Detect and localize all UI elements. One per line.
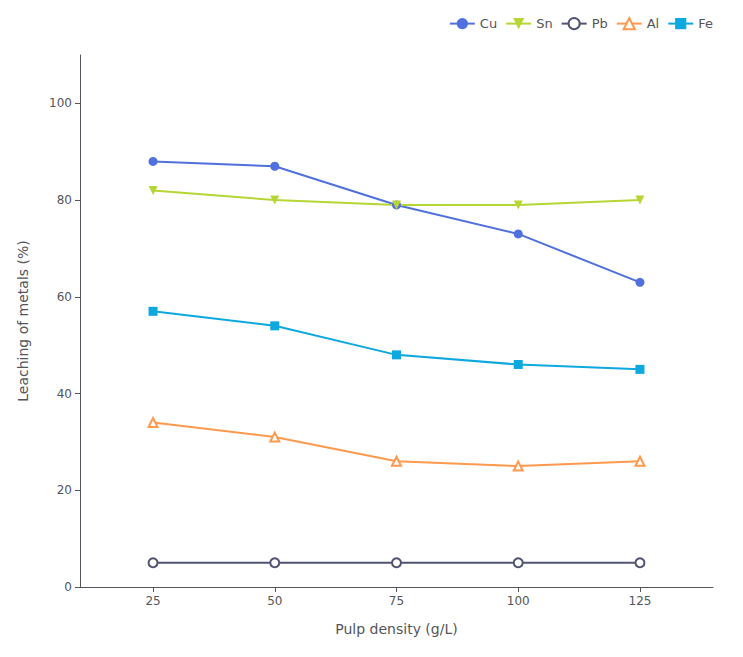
svg-text:0: 0 [64,580,72,594]
svg-text:Cu: Cu [480,16,497,31]
svg-text:Pulp density (g/L): Pulp density (g/L) [335,621,457,637]
svg-text:75: 75 [389,594,404,608]
svg-text:40: 40 [57,387,72,401]
svg-text:Leaching of metals (%): Leaching of metals (%) [15,240,31,402]
svg-text:60: 60 [57,290,72,304]
svg-text:20: 20 [57,483,72,497]
svg-text:Al: Al [647,16,660,31]
svg-text:80: 80 [57,193,72,207]
svg-text:50: 50 [267,594,282,608]
svg-text:Sn: Sn [536,16,553,31]
svg-text:Pb: Pb [592,16,608,31]
svg-text:100: 100 [49,96,72,110]
svg-text:25: 25 [145,594,160,608]
svg-text:Fe: Fe [698,16,713,31]
svg-text:100: 100 [507,594,530,608]
svg-text:125: 125 [629,594,652,608]
